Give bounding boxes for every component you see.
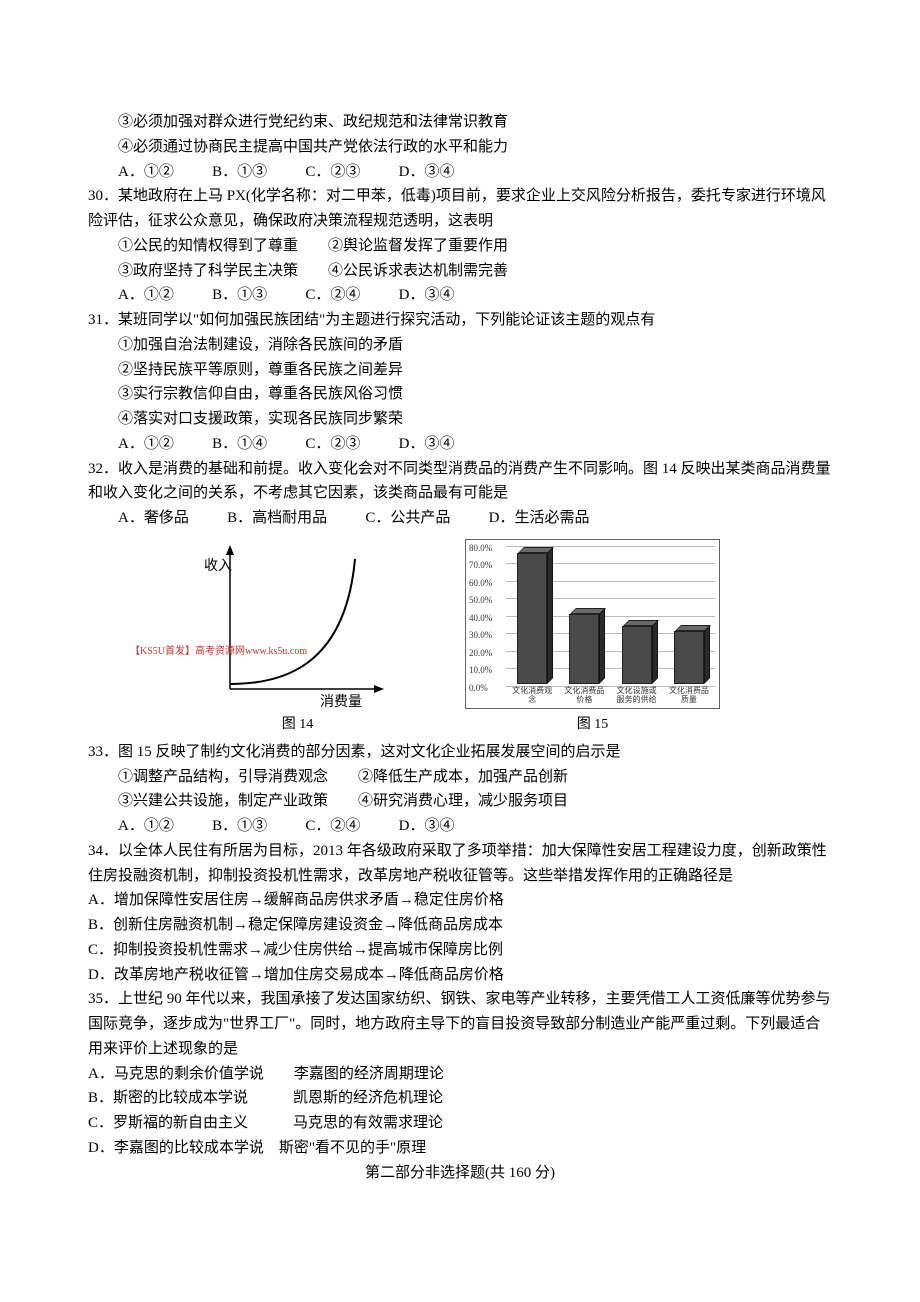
chart-15-wrap: 80.0% 70.0% 60.0% 50.0% 40.0% 30.0% 20.0% 10.0%… <box>465 539 720 736</box>
chart-14-caption: 图 14 <box>200 713 395 736</box>
x-label: 文化消费观念 <box>510 687 554 705</box>
q29-opt-d: D．③④ <box>399 160 455 185</box>
q35-opt-b: B．斯密的比较成本学说 凯恩斯的经济危机理论 <box>88 1086 832 1111</box>
q33-opt-a: A．①② <box>118 814 174 839</box>
chart-15-caption: 图 15 <box>465 713 720 736</box>
q32-opt-b: B．高档耐用品 <box>227 506 327 531</box>
bar <box>622 626 652 684</box>
y-arrow <box>226 545 234 555</box>
q32-options: A．奢侈品 B．高档耐用品 C．公共产品 D．生活必需品 <box>88 506 832 531</box>
q33-line-2: ③兴建公共设施，制定产业政策 ④研究消费心理，减少服务项目 <box>88 789 832 814</box>
y-tick: 50.0% <box>469 593 492 608</box>
q32-opt-c: C．公共产品 <box>365 506 450 531</box>
q33-options: A．①② B．①③ C．②④ D．③④ <box>88 814 832 839</box>
q31-body: 31．某班同学以"如何加强民族团结"为主题进行探究活动，下列能论证该主题的观点有 <box>88 308 832 333</box>
x-axis-label: 消费量 <box>320 691 362 714</box>
q33-line-1: ①调整产品结构，引导消费观念 ②降低生产成本，加强产品创新 <box>88 765 832 790</box>
q30-options: A．①② B．①③ C．②④ D．③④ <box>88 283 832 308</box>
watermark: 【KS5U首发】高考资源网www.ks5u.com <box>130 644 307 661</box>
charts-row: 【KS5U首发】高考资源网www.ks5u.com 收入 消费量 图 14 80… <box>88 539 832 736</box>
q30-opt-c: C．②④ <box>305 283 360 308</box>
q33-body: 33．图 15 反映了制约文化消费的部分因素，这对文化企业拓展发展空间的启示是 <box>88 740 832 765</box>
q32-body: 32．收入是消费的基础和前提。收入变化会对不同类型消费品的消费产生不同影响。图 … <box>88 457 832 507</box>
q30-opt-a: A．①② <box>118 283 174 308</box>
q29-opt-a: A．①② <box>118 160 174 185</box>
q35-body: 35．上世纪 90 年代以来，我国承接了发达国家纺织、钢铁、家电等产业转移，主要… <box>88 987 832 1061</box>
x-label: 文化设施或服务的供给 <box>615 687 659 705</box>
q31-options: A．①② B．①④ C．②③ D．③④ <box>88 432 832 457</box>
bar <box>569 614 599 684</box>
q34-body: 34．以全体人民住有所居为目标，2013 年各级政府采取了多项举措：加大保障性安… <box>88 839 832 889</box>
q29-line-3: ③必须加强对群众进行党纪约束、政纪规范和法律常识教育 <box>88 110 832 135</box>
q30-opt-b: B．①③ <box>212 283 267 308</box>
q33-opt-d: D．③④ <box>399 814 455 839</box>
q31-opt-a: A．①② <box>118 432 174 457</box>
q29-opt-b: B．①③ <box>212 160 267 185</box>
part-2-heading: 第二部分非选择题(共 160 分) <box>88 1161 832 1186</box>
x-label: 文化消费品质量 <box>667 687 711 705</box>
q34-opt-c: C．抑制投资投机性需求→减少住房供给→提高城市保障房比例 <box>88 938 832 963</box>
q30-line-1: ①公民的知情权得到了尊重 ②舆论监督发挥了重要作用 <box>88 234 832 259</box>
y-tick: 70.0% <box>469 558 492 573</box>
q33-opt-b: B．①③ <box>212 814 267 839</box>
q32-opt-a: A．奢侈品 <box>118 506 189 531</box>
q32-opt-d: D．生活必需品 <box>489 506 590 531</box>
q31-line-4: ④落实对口支援政策，实现各民族同步繁荣 <box>88 407 832 432</box>
q30-opt-d: D．③④ <box>399 283 455 308</box>
x-label: 文化消费品价格 <box>562 687 606 705</box>
y-tick: 60.0% <box>469 576 492 591</box>
chart-15: 80.0% 70.0% 60.0% 50.0% 40.0% 30.0% 20.0% 10.0%… <box>465 539 720 709</box>
q31-opt-c: C．②③ <box>305 432 360 457</box>
q34-opt-b: B．创新住房融资机制→稳定保障房建设资金→降低商品房成本 <box>88 913 832 938</box>
q35-opt-a: A．马克思的剩余价值学说 李嘉图的经济周期理论 <box>88 1062 832 1087</box>
y-tick: 80.0% <box>469 541 492 556</box>
q31-opt-d: D．③④ <box>399 432 455 457</box>
bar <box>517 553 547 684</box>
q29-options: A．①② B．①③ C．②③ D．③④ <box>88 160 832 185</box>
q31-line-3: ③实行宗教信仰自由，尊重各民族风俗习惯 <box>88 382 832 407</box>
q34-opt-d: D．改革房地产税收征管→增加住房交易成本→降低商品房价格 <box>88 963 832 988</box>
chart-14: 【KS5U首发】高考资源网www.ks5u.com 收入 消费量 <box>200 539 395 709</box>
curve <box>230 559 355 684</box>
y-tick: 0.0% <box>469 681 488 696</box>
q34-opt-a: A．增加保障性安居住房→缓解商品房供求矛盾→稳定住房价格 <box>88 888 832 913</box>
y-tick: 40.0% <box>469 611 492 626</box>
q30-body: 30．某地政府在上马 PX(化学名称：对二甲苯，低毒)项目前，要求企业上交风险分… <box>88 184 832 234</box>
x-arrow <box>374 685 384 693</box>
chart-14-wrap: 【KS5U首发】高考资源网www.ks5u.com 收入 消费量 图 14 <box>200 539 395 736</box>
q30-line-2: ③政府坚持了科学民主决策 ④公民诉求表达机制需完善 <box>88 259 832 284</box>
y-tick: 30.0% <box>469 628 492 643</box>
q35-opt-d: D．李嘉图的比较成本学说 斯密"看不见的手"原理 <box>88 1136 832 1161</box>
bar <box>674 631 704 684</box>
y-tick: 10.0% <box>469 663 492 678</box>
q33-opt-c: C．②④ <box>305 814 360 839</box>
q35-opt-c: C．罗斯福的新自由主义 马克思的有效需求理论 <box>88 1111 832 1136</box>
q31-opt-b: B．①④ <box>212 432 267 457</box>
q31-line-2: ②坚持民族平等原则，尊重各民族之间差异 <box>88 358 832 383</box>
q29-opt-c: C．②③ <box>305 160 360 185</box>
q29-line-4: ④必须通过协商民主提高中国共产党依法行政的水平和能力 <box>88 135 832 160</box>
y-tick: 20.0% <box>469 646 492 661</box>
y-axis-label: 收入 <box>204 555 232 578</box>
q31-line-1: ①加强自治法制建设，消除各民族间的矛盾 <box>88 333 832 358</box>
